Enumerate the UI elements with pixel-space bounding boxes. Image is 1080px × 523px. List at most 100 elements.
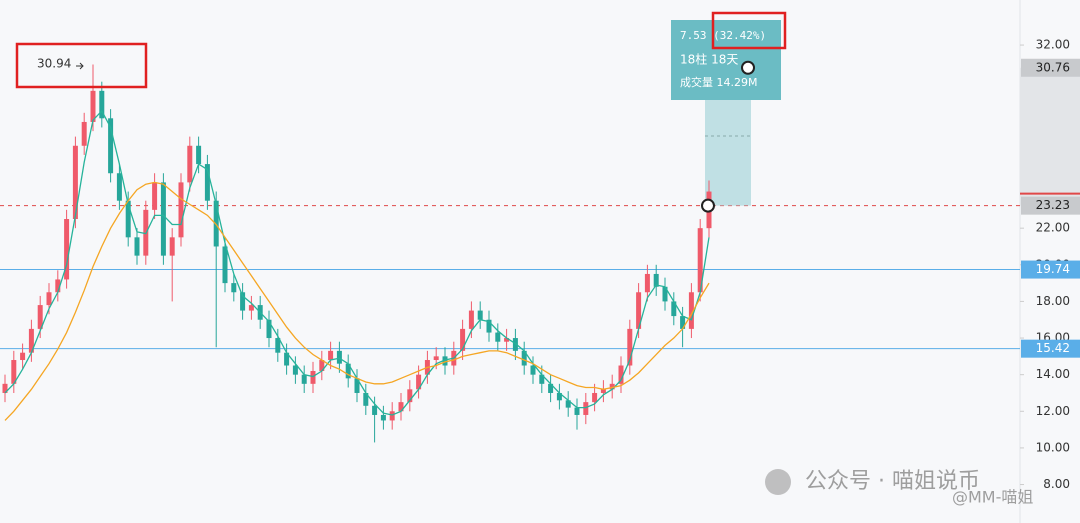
candle-body [55, 279, 61, 293]
highlight-box [15, 42, 148, 89]
crosshair-label: 30.76 [1036, 60, 1070, 74]
candle-body [556, 392, 562, 401]
ma-line [4, 181, 710, 421]
price-line-label: 19.74 [1036, 262, 1070, 276]
candle-body [627, 328, 633, 366]
y-tick-label: 18.00 [1036, 294, 1070, 308]
y-tick-label: 8.00 [1043, 477, 1070, 491]
candle-body [407, 389, 413, 403]
candle-body [671, 301, 677, 317]
measure-volume: 成交量 14.29M [680, 75, 757, 89]
candle-body [46, 292, 52, 306]
candle-body [72, 145, 78, 220]
candle-body [468, 310, 474, 329]
price-line-label-bg [1021, 260, 1080, 279]
candle-body [81, 121, 87, 146]
candle-body [398, 402, 404, 412]
candle-body [697, 228, 703, 293]
candle-body [662, 286, 668, 302]
candle-body [345, 363, 351, 379]
candle-body [618, 365, 624, 384]
measure-change: 7.53 (32.42%) [680, 29, 766, 42]
candle-body [680, 316, 686, 329]
candle-body [609, 383, 615, 390]
candle-body [134, 237, 140, 256]
candle-body [64, 219, 70, 280]
dashed-line-label-bg [1021, 196, 1080, 215]
candle-body [266, 319, 272, 339]
candle-body [636, 292, 642, 329]
candle-body [644, 273, 650, 293]
candle-body [565, 400, 571, 408]
candle-body [37, 305, 43, 329]
candle-body [363, 392, 369, 406]
y-tick-label: 12.00 [1036, 404, 1070, 418]
candle-body [116, 173, 122, 201]
price-line-label: 15.42 [1036, 341, 1070, 355]
candle-body [160, 182, 166, 256]
candle-body [284, 352, 290, 366]
candle-body [600, 389, 606, 393]
candle-body [592, 392, 598, 403]
candle-body [688, 292, 694, 329]
candle-body [521, 350, 527, 366]
dashed-line-label: 23.23 [1036, 198, 1070, 212]
candle-body [433, 356, 439, 361]
candle-body [178, 182, 184, 238]
measure-bars: 18柱 18天 [680, 52, 738, 67]
candle-body [442, 356, 448, 366]
candle-body [292, 365, 298, 375]
y-tick-label: 10.00 [1036, 440, 1070, 454]
candle-body [240, 292, 246, 311]
candle-body [574, 407, 580, 415]
highlight-box [711, 11, 787, 50]
crosshair-label-bg [1021, 58, 1080, 77]
candle-body [653, 273, 659, 287]
candle-body [231, 283, 237, 293]
candle-body [389, 411, 395, 421]
y-tick-label: 14.00 [1036, 367, 1070, 381]
candle-body [319, 360, 325, 372]
candle-body [336, 350, 342, 364]
candle-body [530, 365, 536, 375]
watermark-icon [765, 469, 791, 495]
y-tick-label: 32.00 [1036, 38, 1070, 52]
candle-body [248, 305, 254, 311]
watermark: 公众号 · 喵姐说币 [805, 469, 980, 494]
candle-body [495, 332, 501, 342]
candle-body [416, 374, 422, 390]
candle-body [504, 338, 510, 342]
candle-body [460, 328, 466, 351]
candle-body [512, 338, 518, 351]
axis-range [1020, 67, 1080, 206]
candle-body [152, 182, 158, 210]
candle-body [99, 90, 105, 119]
measure-tooltip [671, 20, 781, 100]
watermark-2: @MM-喵姐 [952, 488, 1033, 507]
candle-body [90, 90, 96, 122]
measure-area [705, 100, 751, 206]
candle-body [20, 352, 26, 361]
candle-body [372, 405, 378, 415]
candle-body [328, 350, 334, 361]
candle-body [539, 374, 545, 384]
candle-body [548, 383, 554, 393]
candle-body [222, 246, 228, 284]
candle-body [477, 310, 483, 320]
candle-body [380, 414, 386, 421]
anchor-point [741, 60, 755, 75]
candle-body [2, 383, 8, 393]
candle-body [204, 164, 210, 201]
candle-body [28, 328, 34, 353]
candle-body [310, 371, 316, 384]
candle-body [125, 200, 131, 238]
candle-body [11, 360, 17, 384]
anchor-point [701, 198, 715, 213]
candle-body [486, 319, 492, 333]
candle-body [108, 118, 114, 174]
high-label: 30.94 [37, 57, 71, 71]
high-arrow [76, 62, 84, 70]
candle-body [354, 378, 360, 393]
